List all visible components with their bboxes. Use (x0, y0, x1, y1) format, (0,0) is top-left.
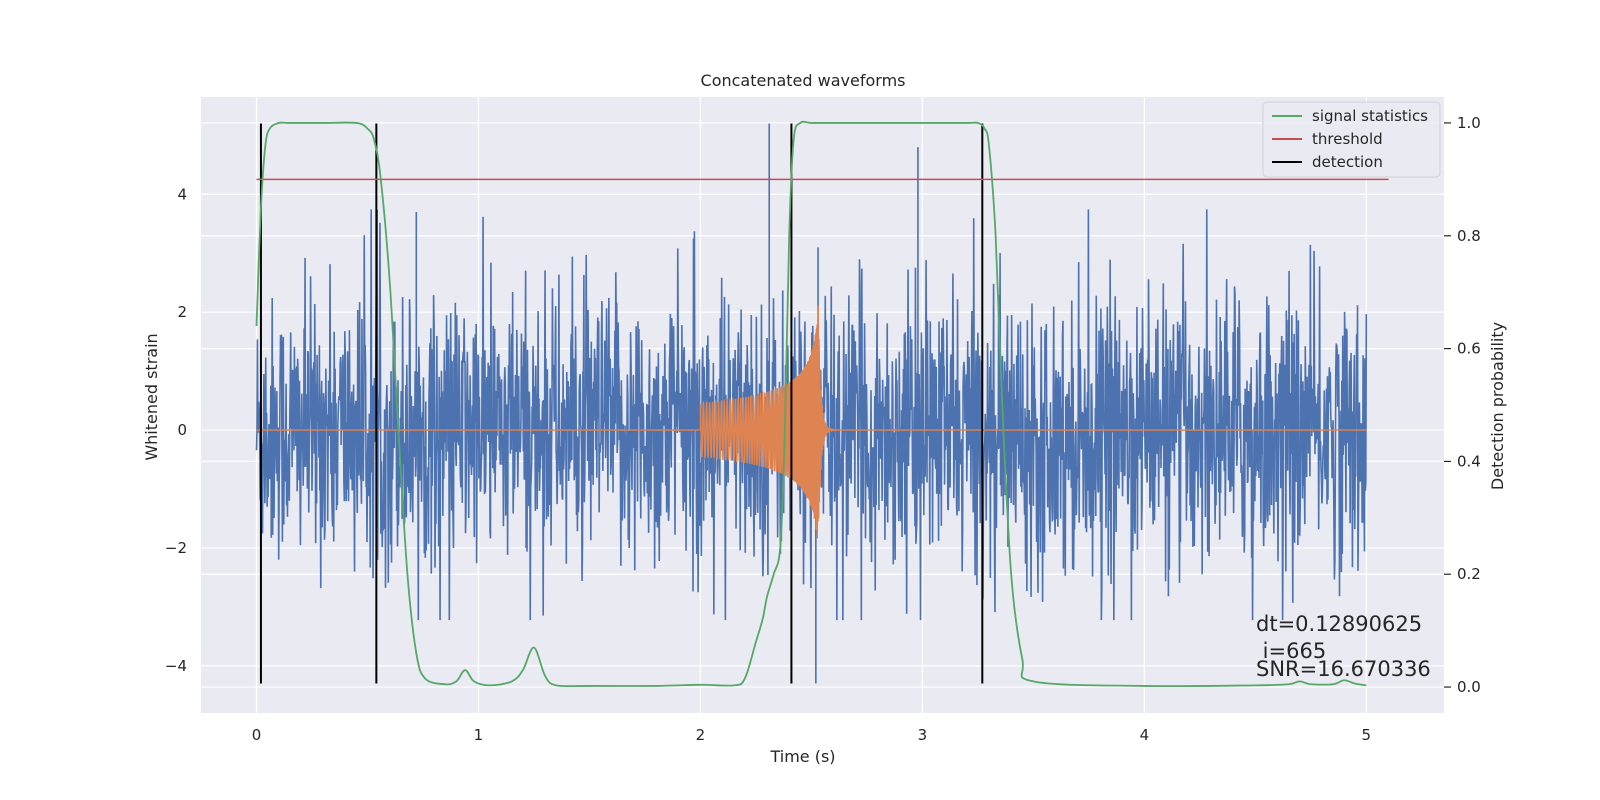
template-series-line (256, 305, 1367, 539)
annotations: dt=0.12890625 i=665 SNR=16.670336 (1256, 612, 1431, 681)
y2-tick-label: 0.0 (1457, 678, 1481, 696)
y2-tick-label: 0.4 (1457, 452, 1481, 470)
x-axis-label: Time (s) (769, 747, 835, 766)
x-tick-label: 5 (1362, 726, 1372, 744)
annotation-dt: dt=0.12890625 (1256, 612, 1422, 636)
annotation-i: i=665 (1256, 639, 1326, 663)
legend-label-signal-statistics: signal statistics (1312, 107, 1428, 125)
y-tick-label: −2 (165, 539, 187, 557)
annotation-snr: SNR=16.670336 (1256, 657, 1431, 681)
y2-tick-label: 0.6 (1457, 340, 1481, 358)
y2-axis-ticks: 0.0 0.2 0.4 0.6 0.8 1.0 (1444, 114, 1481, 696)
x-tick-label: 1 (474, 726, 484, 744)
legend-box (1262, 101, 1441, 178)
y-tick-label: 0 (177, 421, 187, 439)
legend: signal statistics threshold detection (1262, 101, 1441, 178)
y-tick-label: −4 (165, 657, 187, 675)
plot-content (255, 120, 1389, 688)
y-axis-ticks: −4 −2 0 2 4 (165, 185, 187, 675)
y2-tick-label: 0.8 (1457, 227, 1481, 245)
y2-tick-label: 0.2 (1457, 565, 1481, 583)
y-axis-label: Whitened strain (142, 333, 161, 460)
signal-statistics-series-line (255, 120, 1367, 688)
x-tick-label: 3 (918, 726, 928, 744)
x-tick-label: 0 (252, 726, 262, 744)
x-tick-label: 4 (1140, 726, 1150, 744)
legend-label-detection: detection (1312, 153, 1383, 171)
y2-tick-label: 1.0 (1457, 114, 1481, 132)
y-tick-label: 4 (177, 185, 187, 203)
y-tick-label: 2 (177, 303, 187, 321)
chart-title: Concatenated waveforms (701, 71, 906, 90)
legend-label-threshold: threshold (1312, 130, 1383, 148)
x-tick-label: 2 (696, 726, 706, 744)
x-axis-ticks: 0 1 2 3 4 5 (252, 726, 1371, 744)
grid (201, 97, 1444, 713)
y2-axis-label: Detection probability (1488, 322, 1507, 490)
